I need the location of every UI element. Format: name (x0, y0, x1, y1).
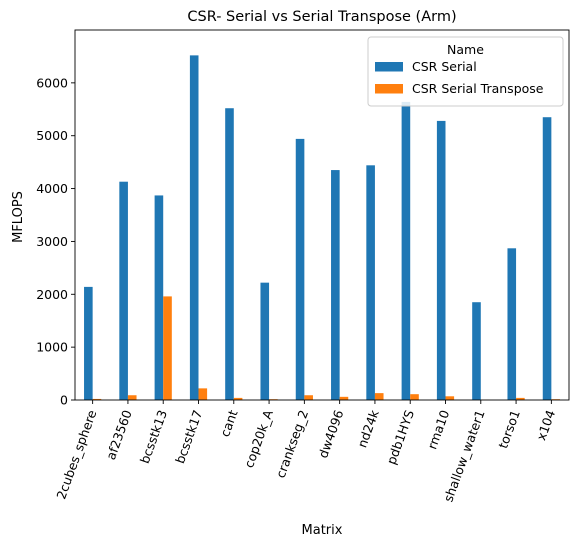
bar-csr-serial-transpose-torso1 (516, 397, 525, 400)
bar-csr-serial-transpose-cant (233, 397, 243, 400)
y-tick-label-5000: 5000 (36, 128, 68, 143)
x-tick-label-torso1: torso1 (495, 408, 523, 451)
x-tick-label-rma10: rma10 (424, 408, 452, 451)
bar-csr-serial-shallow_water1 (472, 302, 481, 400)
bar-csr-serial-transpose-pdb1HYS (410, 394, 419, 400)
bar-csr-serial-transpose-bcsstk13 (163, 296, 172, 400)
bar-csr-serial-2cubes_sphere (84, 286, 93, 400)
x-tick-label-crankseg_2: crankseg_2 (273, 408, 311, 480)
bar-csr-serial-cant (225, 108, 234, 400)
bar-csr-serial-transpose-af23560 (127, 395, 137, 400)
y-tick-label-1000: 1000 (36, 340, 68, 355)
y-tick-label-2000: 2000 (36, 287, 68, 302)
y-tick-label-4000: 4000 (36, 181, 68, 196)
bar-csr-serial-transpose-dw4096 (339, 396, 349, 400)
bar-csr-serial-crankseg_2 (295, 138, 305, 400)
x-tick-label-pdb1HYS: pdb1HYS (384, 408, 418, 466)
bar-csr-serial-transpose-crankseg_2 (304, 395, 313, 400)
bar-csr-serial-af23560 (119, 181, 128, 400)
x-tick-label-bcsstk17: bcsstk17 (172, 408, 205, 466)
bar-csr-serial-dw4096 (331, 170, 340, 400)
bar-csr-serial-bcsstk13 (154, 195, 164, 400)
bar-csr-serial-x104 (542, 117, 552, 401)
legend-label-csr-serial: CSR Serial (412, 59, 477, 74)
plot-frame (74, 29, 570, 401)
bar-csr-serial-nd24k (366, 165, 375, 400)
bar-csr-serial-transpose-rma10 (445, 396, 455, 400)
y-tick-label-0: 0 (60, 393, 68, 408)
x-tick-label-cant: cant (217, 408, 240, 439)
x-tick-label-bcsstk13: bcsstk13 (137, 408, 170, 466)
legend-swatch-csr-serial-transpose (375, 84, 403, 94)
bar-csr-serial-torso1 (507, 248, 517, 400)
chart-title: CSR- Serial vs Serial Transpose (Arm) (187, 9, 456, 25)
y-tick-label-6000: 6000 (36, 75, 68, 90)
y-axis-title: MFLOPS (11, 191, 26, 243)
x-tick-label-nd24k: nd24k (354, 407, 382, 449)
bar-csr-serial-cop20k_A (260, 282, 270, 400)
legend: Name CSR Serial CSR Serial Transpose (367, 36, 564, 107)
bar-csr-serial-transpose-nd24k (374, 393, 384, 400)
bar-csr-serial-bcsstk17 (189, 55, 199, 401)
legend-label-csr-serial-transpose: CSR Serial Transpose (412, 81, 544, 96)
x-tick-label-x104: x104 (533, 408, 558, 443)
x-tick-label-af23560: af23560 (103, 408, 135, 462)
legend-box (367, 36, 564, 107)
x-tick-label-dw4096: dw4096 (315, 408, 346, 460)
legend-swatch-csr-serial (375, 62, 403, 72)
x-tick-label-cop20k_A: cop20k_A (241, 407, 276, 469)
bar-csr-serial-transpose-2cubes_sphere (92, 398, 102, 400)
bar-csr-serial-rma10 (436, 120, 446, 400)
y-tick-label-3000: 3000 (36, 234, 68, 249)
legend-title: Name (447, 42, 484, 57)
bar-csr-serial-pdb1HYS (401, 101, 411, 400)
x-tick-label-2cubes_sphere: 2cubes_sphere (53, 408, 99, 502)
x-axis-title: Matrix (302, 523, 343, 538)
bar-csr-serial-transpose-bcsstk17 (198, 388, 208, 400)
